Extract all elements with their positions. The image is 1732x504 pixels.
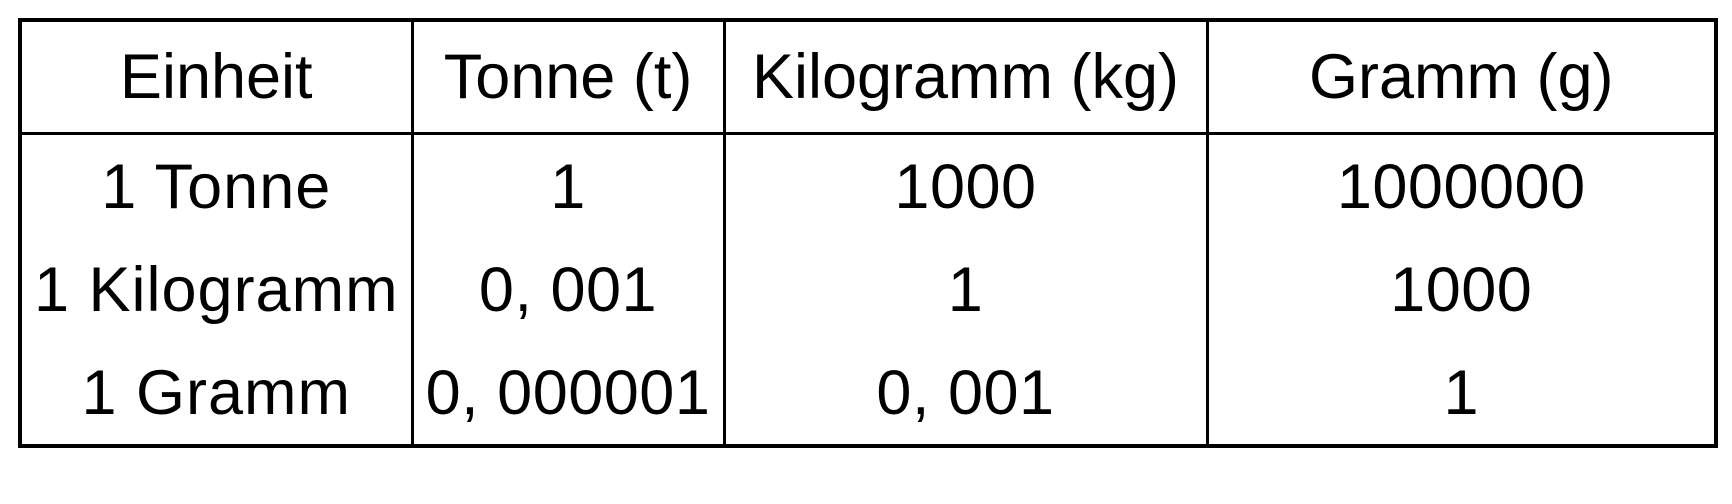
- cell-value-tonne: 0, 001: [410, 238, 726, 341]
- cell-value-gramm: 1000: [1205, 238, 1718, 341]
- cell-value-kilogramm: 0, 001: [722, 341, 1209, 446]
- column-header-kilogramm: Kilogramm (kg): [722, 18, 1209, 135]
- column-header-unit: Einheit: [18, 18, 414, 135]
- table-row: 1 Tonne 1 1000 1000000: [18, 133, 1718, 238]
- table-body: 1 Tonne 1 1000 1000000 1 Kilogramm 0, 00…: [18, 133, 1718, 446]
- unit-conversion-table: Einheit Tonne (t) Kilogramm (kg) Gramm (…: [18, 18, 1718, 448]
- cell-value-tonne: 0, 000001: [410, 341, 726, 446]
- cell-value-gramm: 1000000: [1205, 133, 1718, 238]
- cell-value-gramm: 1: [1205, 341, 1718, 446]
- cell-value-kilogramm: 1: [722, 238, 1209, 341]
- table-header-row: Einheit Tonne (t) Kilogramm (kg) Gramm (…: [18, 18, 1718, 135]
- table-row: 1 Gramm 0, 000001 0, 001 1: [18, 341, 1718, 446]
- column-header-gramm: Gramm (g): [1205, 18, 1718, 135]
- cell-value-tonne: 1: [410, 133, 726, 238]
- table-header: Einheit Tonne (t) Kilogramm (kg) Gramm (…: [18, 18, 1718, 135]
- cell-unit-label: 1 Kilogramm: [18, 238, 414, 341]
- table-row: 1 Kilogramm 0, 001 1 1000: [18, 238, 1718, 341]
- unit-conversion-table-container: Einheit Tonne (t) Kilogramm (kg) Gramm (…: [18, 18, 1718, 448]
- column-header-tonne: Tonne (t): [410, 18, 726, 135]
- cell-value-kilogramm: 1000: [722, 133, 1209, 238]
- cell-unit-label: 1 Gramm: [18, 341, 414, 446]
- cell-unit-label: 1 Tonne: [18, 133, 414, 238]
